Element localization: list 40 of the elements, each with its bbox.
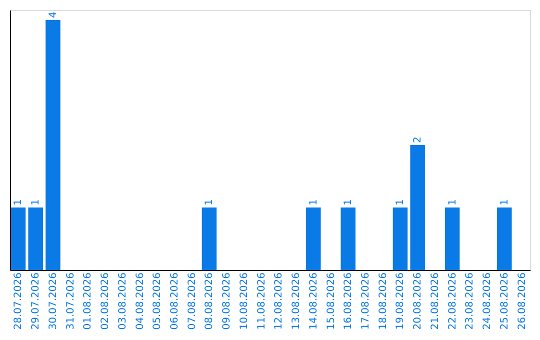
x-tick-label: 03.08.2026: [117, 272, 128, 330]
x-tick-label: 07.08.2026: [186, 272, 198, 330]
data-label: 1: [204, 199, 216, 206]
x-tick-label: 15.08.2026: [326, 272, 337, 330]
data-label: 1: [308, 199, 320, 206]
x-tick-label: 23.08.2026: [464, 272, 476, 330]
x-tick-label: 25.08.2026: [499, 272, 510, 330]
x-tick-label: 29.07.2026: [30, 272, 42, 330]
x-tick-label: 21.08.2026: [430, 272, 441, 330]
x-tick-label: 06.08.2026: [170, 272, 181, 330]
x-tick-label: 31.07.2026: [65, 272, 76, 330]
x-tick-label: 30.07.2026: [48, 272, 59, 330]
data-label: 1: [30, 199, 42, 206]
data-label: 1: [395, 199, 406, 206]
x-tick-label: 14.08.2026: [308, 272, 320, 330]
x-tick-label: 20.08.2026: [412, 272, 424, 330]
x-tick-label: 24.08.2026: [482, 272, 494, 330]
data-label: 1: [447, 199, 458, 206]
x-tick-label: 17.08.2026: [360, 272, 372, 330]
x-tick-label: 05.08.2026: [152, 272, 164, 330]
data-label: 2: [412, 136, 424, 143]
x-tick-label: 08.08.2026: [204, 272, 216, 330]
x-tick-label: 01.08.2026: [82, 272, 94, 330]
x-tick-label: 22.08.2026: [447, 272, 458, 330]
data-label: 1: [13, 199, 24, 206]
x-tick-label: 13.08.2026: [291, 272, 302, 330]
x-tick-label: 10.08.2026: [238, 272, 250, 330]
x-tick-label: 18.08.2026: [378, 272, 389, 330]
data-label: 1: [343, 199, 354, 206]
x-tick-label: 04.08.2026: [134, 272, 146, 330]
x-tick-label: 02.08.2026: [100, 272, 112, 330]
x-tick-label: 28.07.2026: [13, 272, 24, 330]
data-label: 4: [48, 12, 59, 18]
data-label: 1: [499, 199, 510, 206]
x-tick-label: 16.08.2026: [343, 272, 354, 330]
x-tick-label: 19.08.2026: [395, 272, 406, 330]
x-tick-label: 12.08.2026: [274, 272, 285, 330]
x-tick-label: 11.08.2026: [256, 272, 268, 330]
x-tick-label: 09.08.2026: [222, 272, 233, 330]
x-tick-label: 26.08.2026: [516, 272, 528, 330]
